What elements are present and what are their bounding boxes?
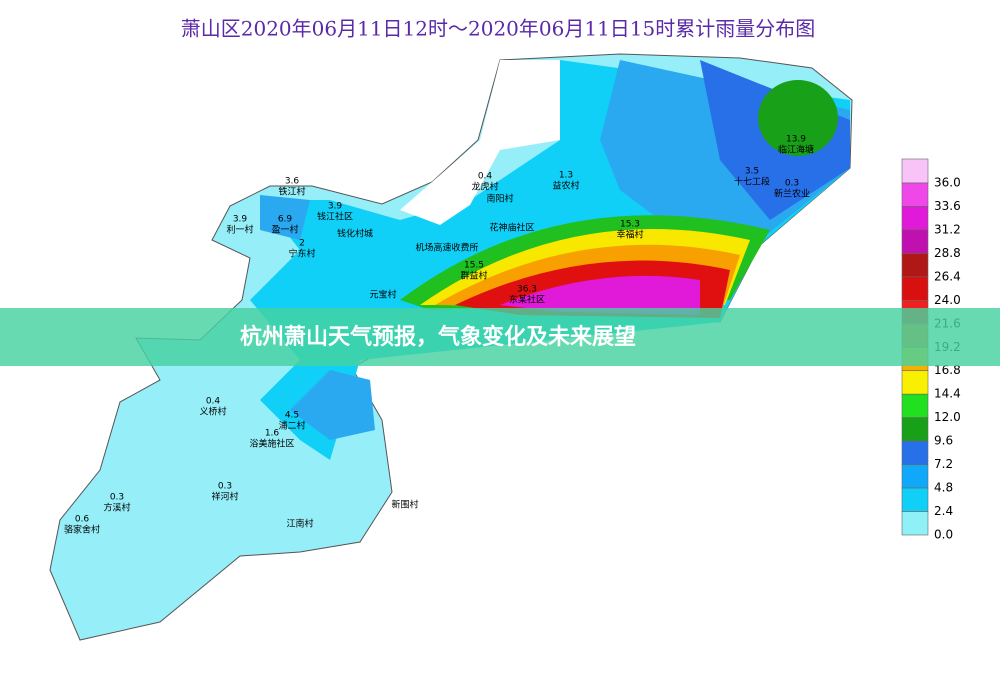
map-title: 萧山区2020年06月11日12时～2020年06月11日15时累计雨量分布图 — [181, 17, 816, 41]
station-name: 骆家舍村 — [64, 524, 100, 536]
band-sky — [260, 60, 850, 440]
legend-swatch — [901, 182, 929, 207]
station-value: 3.9 — [233, 215, 248, 225]
legend-label: 33.6 — [934, 199, 961, 213]
legend-label: 9.6 — [934, 434, 953, 448]
legend-swatch — [901, 417, 929, 442]
banner-title: 杭州萧山天气预报，气象变化及未来展望 — [240, 324, 636, 350]
station-value: 0.4 — [206, 397, 221, 407]
place-name: 南阳村 — [486, 193, 513, 205]
station-value: 1.6 — [265, 429, 280, 439]
banner-strip — [0, 308, 1000, 366]
station-name: 龙虎村 — [471, 181, 498, 193]
station-value: 3.9 — [328, 202, 343, 212]
legend-swatch — [901, 276, 929, 301]
station-value: 0.4 — [478, 172, 493, 182]
station-name: 铁江村 — [278, 186, 305, 198]
legend-swatch — [901, 511, 929, 536]
station-value: 3.6 — [285, 177, 300, 187]
legend-swatch — [901, 464, 929, 489]
station-value: 6.9 — [278, 215, 293, 225]
legend-swatch — [901, 206, 929, 231]
legend-label: 12.0 — [934, 410, 961, 424]
legend-swatch — [901, 253, 929, 278]
station-name: 方溪村 — [103, 502, 130, 514]
legend-swatch — [901, 158, 929, 184]
legend-label: 2.4 — [934, 504, 953, 518]
station-name: 浦二村 — [278, 420, 305, 432]
station-value: 3.5 — [745, 167, 759, 177]
station-value: 13.9 — [786, 135, 806, 145]
station-layer: 0.4龙虎村1.3益农村3.5十七工段13.9临江海塘0.3新兰农业15.3幸福… — [64, 135, 814, 536]
station-value: 4.5 — [285, 411, 299, 421]
legend-label: 24.0 — [934, 293, 961, 307]
station-name: 新兰农业 — [774, 188, 810, 200]
legend-swatch — [901, 370, 929, 395]
legend-swatch — [901, 487, 929, 512]
legend-label: 28.8 — [934, 246, 961, 260]
station-value: 0.3 — [218, 482, 232, 492]
legend-label: 4.8 — [934, 481, 953, 495]
station-name: 祥河村 — [211, 491, 238, 503]
station-name: 东某社区 — [509, 294, 545, 306]
legend-swatch — [901, 393, 929, 418]
station-value: 36.3 — [517, 285, 537, 295]
station-value: 1.3 — [559, 171, 573, 181]
station-name: 幸福村 — [616, 229, 643, 241]
place-name: 机场高速收费所 — [415, 242, 478, 254]
north-white — [400, 60, 560, 225]
legend-label: 16.8 — [934, 363, 961, 377]
legend-swatch — [901, 440, 929, 465]
legend-label: 0.0 — [934, 528, 953, 542]
station-value: 0.3 — [110, 493, 124, 503]
station-value: 15.5 — [464, 261, 484, 271]
station-name: 义桥村 — [199, 406, 226, 418]
station-value: 0.6 — [75, 515, 90, 525]
station-name: 临江海塘 — [778, 144, 814, 156]
station-value: 15.3 — [620, 220, 640, 230]
legend-label: 7.2 — [934, 457, 953, 471]
place-name: 元宝村 — [369, 289, 396, 301]
legend-label: 26.4 — [934, 269, 961, 283]
legend-label: 14.4 — [934, 387, 961, 401]
station-name: 十七工段 — [734, 176, 770, 188]
legend-label: 31.2 — [934, 222, 961, 236]
station-name: 宁东村 — [288, 248, 315, 260]
place-name: 江南村 — [286, 518, 313, 530]
place-name: 花神庙社区 — [489, 222, 534, 234]
station-name: 浴美施社区 — [249, 438, 294, 450]
place-name: 钱化村城 — [337, 228, 373, 240]
legend-label: 36.0 — [934, 176, 961, 190]
station-value: 0.3 — [785, 179, 799, 189]
station-value: 2 — [299, 239, 305, 249]
station-name: 群益村 — [460, 270, 487, 282]
band-magenta — [500, 275, 700, 315]
legend-swatch — [901, 229, 929, 254]
rain-map — [49, 53, 853, 641]
station-name: 盈一村 — [271, 224, 298, 236]
band-green — [758, 80, 838, 156]
station-name: 钱江社区 — [317, 211, 353, 223]
station-name: 益农村 — [552, 180, 579, 192]
station-name: 利一村 — [226, 224, 253, 236]
place-name: 新围村 — [391, 499, 418, 511]
